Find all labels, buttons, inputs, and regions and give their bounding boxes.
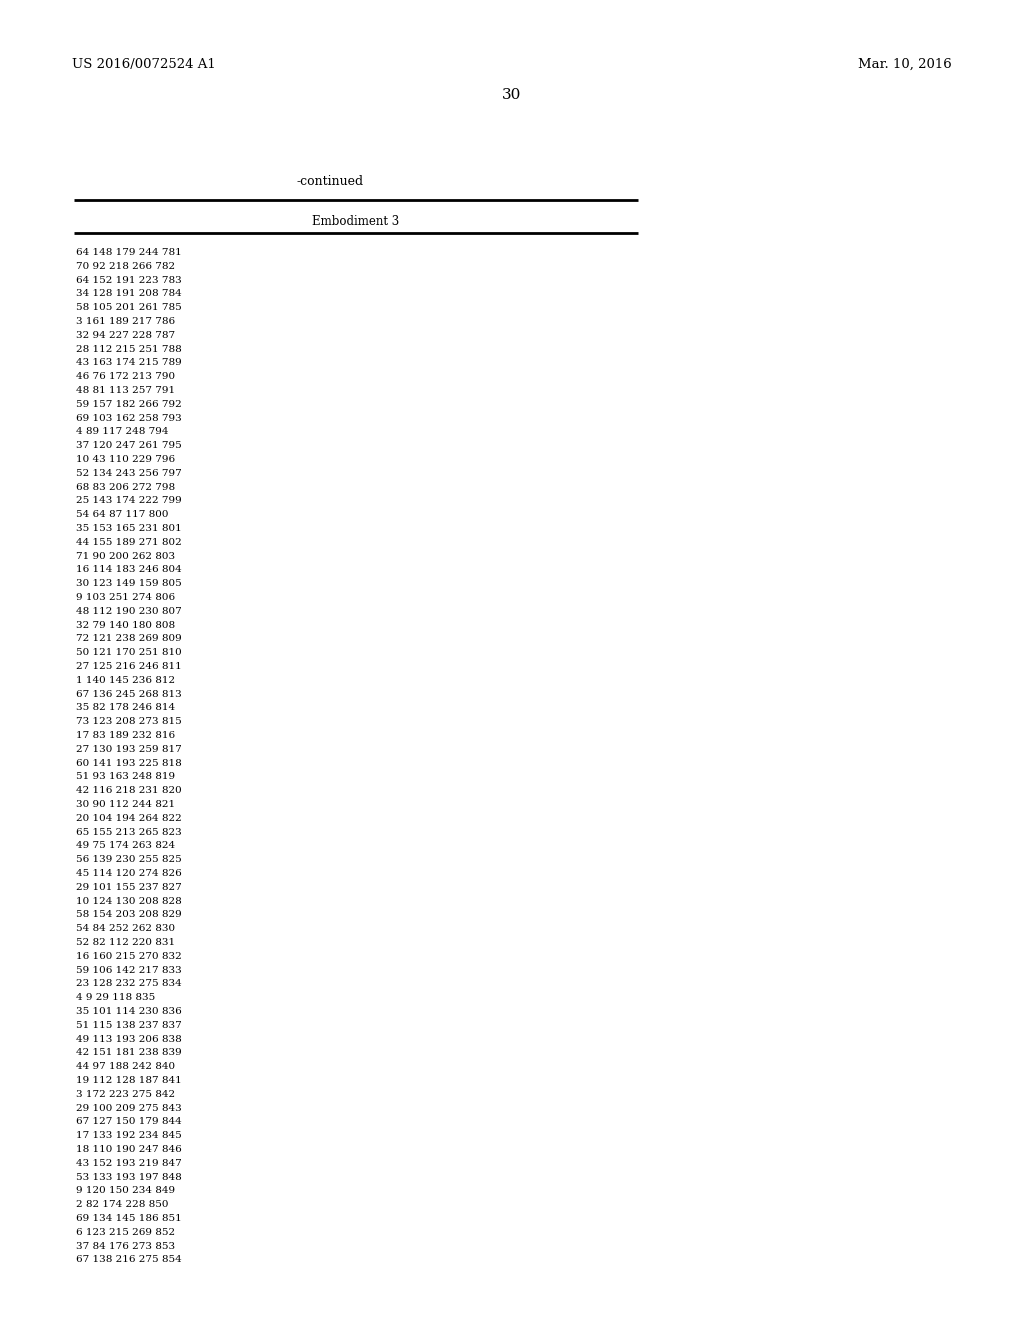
Text: 4 9 29 118 835: 4 9 29 118 835 <box>76 993 156 1002</box>
Text: 52 82 112 220 831: 52 82 112 220 831 <box>76 939 175 946</box>
Text: Mar. 10, 2016: Mar. 10, 2016 <box>858 58 952 71</box>
Text: 68 83 206 272 798: 68 83 206 272 798 <box>76 483 175 491</box>
Text: 71 90 200 262 803: 71 90 200 262 803 <box>76 552 175 561</box>
Text: 35 82 178 246 814: 35 82 178 246 814 <box>76 704 175 713</box>
Text: 54 84 252 262 830: 54 84 252 262 830 <box>76 924 175 933</box>
Text: 10 124 130 208 828: 10 124 130 208 828 <box>76 896 181 906</box>
Text: 9 120 150 234 849: 9 120 150 234 849 <box>76 1187 175 1196</box>
Text: 69 103 162 258 793: 69 103 162 258 793 <box>76 413 181 422</box>
Text: 67 127 150 179 844: 67 127 150 179 844 <box>76 1118 181 1126</box>
Text: 29 100 209 275 843: 29 100 209 275 843 <box>76 1104 181 1113</box>
Text: 2 82 174 228 850: 2 82 174 228 850 <box>76 1200 169 1209</box>
Text: 58 105 201 261 785: 58 105 201 261 785 <box>76 304 181 313</box>
Text: 37 84 176 273 853: 37 84 176 273 853 <box>76 1242 175 1250</box>
Text: 42 116 218 231 820: 42 116 218 231 820 <box>76 787 181 795</box>
Text: 9 103 251 274 806: 9 103 251 274 806 <box>76 593 175 602</box>
Text: 43 152 193 219 847: 43 152 193 219 847 <box>76 1159 181 1168</box>
Text: 67 136 245 268 813: 67 136 245 268 813 <box>76 689 181 698</box>
Text: Embodiment 3: Embodiment 3 <box>312 215 399 228</box>
Text: 50 121 170 251 810: 50 121 170 251 810 <box>76 648 181 657</box>
Text: 25 143 174 222 799: 25 143 174 222 799 <box>76 496 181 506</box>
Text: 49 75 174 263 824: 49 75 174 263 824 <box>76 841 175 850</box>
Text: 54 64 87 117 800: 54 64 87 117 800 <box>76 511 169 519</box>
Text: 60 141 193 225 818: 60 141 193 225 818 <box>76 759 181 768</box>
Text: 18 110 190 247 846: 18 110 190 247 846 <box>76 1144 181 1154</box>
Text: 17 133 192 234 845: 17 133 192 234 845 <box>76 1131 181 1140</box>
Text: 72 121 238 269 809: 72 121 238 269 809 <box>76 635 181 643</box>
Text: 51 115 138 237 837: 51 115 138 237 837 <box>76 1020 181 1030</box>
Text: 6 123 215 269 852: 6 123 215 269 852 <box>76 1228 175 1237</box>
Text: 28 112 215 251 788: 28 112 215 251 788 <box>76 345 181 354</box>
Text: 32 94 227 228 787: 32 94 227 228 787 <box>76 331 175 339</box>
Text: 30 90 112 244 821: 30 90 112 244 821 <box>76 800 175 809</box>
Text: 30: 30 <box>503 88 521 102</box>
Text: 23 128 232 275 834: 23 128 232 275 834 <box>76 979 181 989</box>
Text: 43 163 174 215 789: 43 163 174 215 789 <box>76 359 181 367</box>
Text: 35 153 165 231 801: 35 153 165 231 801 <box>76 524 181 533</box>
Text: 67 138 216 275 854: 67 138 216 275 854 <box>76 1255 181 1265</box>
Text: 73 123 208 273 815: 73 123 208 273 815 <box>76 717 181 726</box>
Text: 58 154 203 208 829: 58 154 203 208 829 <box>76 911 181 920</box>
Text: 30 123 149 159 805: 30 123 149 159 805 <box>76 579 181 589</box>
Text: 3 161 189 217 786: 3 161 189 217 786 <box>76 317 175 326</box>
Text: 27 130 193 259 817: 27 130 193 259 817 <box>76 744 181 754</box>
Text: -continued: -continued <box>296 176 364 187</box>
Text: 20 104 194 264 822: 20 104 194 264 822 <box>76 814 181 822</box>
Text: 45 114 120 274 826: 45 114 120 274 826 <box>76 869 181 878</box>
Text: 42 151 181 238 839: 42 151 181 238 839 <box>76 1048 181 1057</box>
Text: 32 79 140 180 808: 32 79 140 180 808 <box>76 620 175 630</box>
Text: 56 139 230 255 825: 56 139 230 255 825 <box>76 855 181 865</box>
Text: 65 155 213 265 823: 65 155 213 265 823 <box>76 828 181 837</box>
Text: 69 134 145 186 851: 69 134 145 186 851 <box>76 1214 181 1224</box>
Text: 10 43 110 229 796: 10 43 110 229 796 <box>76 455 175 465</box>
Text: 34 128 191 208 784: 34 128 191 208 784 <box>76 289 181 298</box>
Text: 35 101 114 230 836: 35 101 114 230 836 <box>76 1007 181 1016</box>
Text: 3 172 223 275 842: 3 172 223 275 842 <box>76 1090 175 1098</box>
Text: 53 133 193 197 848: 53 133 193 197 848 <box>76 1172 181 1181</box>
Text: 64 152 191 223 783: 64 152 191 223 783 <box>76 276 181 285</box>
Text: 70 92 218 266 782: 70 92 218 266 782 <box>76 261 175 271</box>
Text: 16 114 183 246 804: 16 114 183 246 804 <box>76 565 181 574</box>
Text: 59 157 182 266 792: 59 157 182 266 792 <box>76 400 181 409</box>
Text: 27 125 216 246 811: 27 125 216 246 811 <box>76 663 181 671</box>
Text: 19 112 128 187 841: 19 112 128 187 841 <box>76 1076 181 1085</box>
Text: 16 160 215 270 832: 16 160 215 270 832 <box>76 952 181 961</box>
Text: 49 113 193 206 838: 49 113 193 206 838 <box>76 1035 181 1044</box>
Text: US 2016/0072524 A1: US 2016/0072524 A1 <box>72 58 216 71</box>
Text: 17 83 189 232 816: 17 83 189 232 816 <box>76 731 175 741</box>
Text: 59 106 142 217 833: 59 106 142 217 833 <box>76 966 181 974</box>
Text: 64 148 179 244 781: 64 148 179 244 781 <box>76 248 181 257</box>
Text: 4 89 117 248 794: 4 89 117 248 794 <box>76 428 169 437</box>
Text: 44 97 188 242 840: 44 97 188 242 840 <box>76 1063 175 1072</box>
Text: 37 120 247 261 795: 37 120 247 261 795 <box>76 441 181 450</box>
Text: 48 81 113 257 791: 48 81 113 257 791 <box>76 385 175 395</box>
Text: 29 101 155 237 827: 29 101 155 237 827 <box>76 883 181 892</box>
Text: 48 112 190 230 807: 48 112 190 230 807 <box>76 607 181 616</box>
Text: 46 76 172 213 790: 46 76 172 213 790 <box>76 372 175 381</box>
Text: 52 134 243 256 797: 52 134 243 256 797 <box>76 469 181 478</box>
Text: 51 93 163 248 819: 51 93 163 248 819 <box>76 772 175 781</box>
Text: 44 155 189 271 802: 44 155 189 271 802 <box>76 537 181 546</box>
Text: 1 140 145 236 812: 1 140 145 236 812 <box>76 676 175 685</box>
